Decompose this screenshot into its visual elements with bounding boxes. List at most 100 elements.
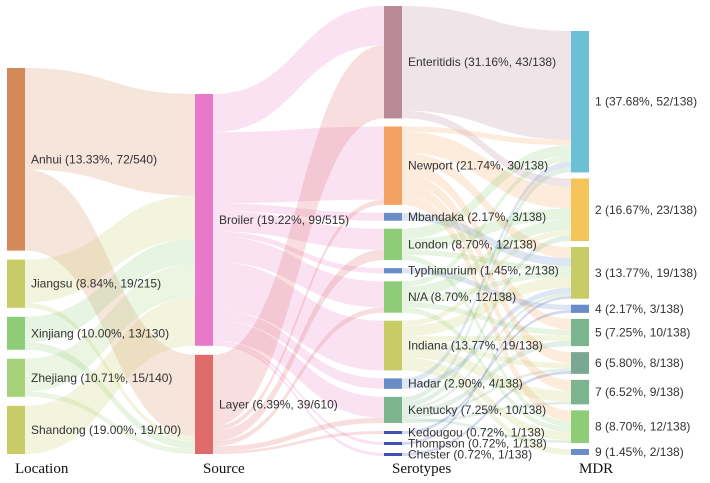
node-label-newport: Newport (21.74%, 30/138) — [408, 159, 548, 173]
node-anhui — [7, 68, 25, 251]
node-indiana — [384, 320, 402, 371]
link-zhejiang-broiler — [25, 264, 195, 392]
link-indiana-mdr8 — [402, 357, 571, 441]
links-layer — [25, 6, 571, 456]
link-enteritidis-mdr2 — [402, 110, 571, 187]
link-kentucky-mdr1 — [402, 167, 571, 403]
node-chester — [384, 453, 402, 456]
node-mdr8 — [571, 410, 589, 443]
node-kentucky — [384, 396, 402, 423]
column-labels: Location Source Serotypes MDR — [15, 461, 613, 477]
link-anhui-broiler — [25, 68, 195, 196]
node-label-mdr9: 9 (1.45%, 2/138) — [595, 445, 684, 459]
link-zhejiang-layer — [25, 391, 195, 454]
node-mdr2 — [571, 178, 589, 242]
nodes-layer — [7, 6, 589, 456]
node-label-mbandaka: Mbandaka (2.17%, 3/138) — [408, 210, 546, 224]
link-broiler-typhimurium — [213, 231, 384, 274]
node-mdr1 — [571, 31, 589, 173]
node-label-layer: Layer (6.39%, 39/610) — [219, 397, 338, 411]
link-kentucky-mdr7 — [402, 401, 571, 423]
node-label-jiangsu: Jiangsu (8.84%, 19/215) — [31, 277, 161, 291]
node-thompson — [384, 442, 402, 445]
node-mdr4 — [571, 304, 589, 313]
node-label-shandong: Shandong (19.00%, 19/100) — [31, 423, 181, 437]
link-shandong-broiler — [25, 297, 195, 454]
link-jiangsu-layer — [25, 302, 195, 442]
node-mbandaka — [384, 212, 402, 221]
link-kentucky-mdr3 — [402, 293, 571, 410]
link-na-mdr2 — [402, 219, 571, 298]
node-zhejiang — [7, 358, 25, 397]
link-layer-kentucky — [213, 417, 384, 452]
node-label-zhejiang: Zhejiang (10.71%, 15/140) — [31, 371, 172, 385]
link-broiler-enteritidis — [213, 6, 384, 133]
node-label-mdr8: 8 (8.70%, 12/138) — [595, 420, 690, 434]
node-label-typhimurium: Typhimurium (1.45%, 2/138) — [408, 264, 559, 278]
node-label-na: N/A (8.70%, 12/138) — [408, 290, 516, 304]
link-newport-mdr6 — [402, 173, 571, 363]
node-label-kentucky: Kentucky (7.25%, 10/138) — [408, 403, 546, 417]
link-broiler-london — [213, 211, 384, 250]
link-newport-mdr5 — [402, 163, 571, 330]
link-broiler-mbandaka — [213, 203, 384, 221]
node-mdr7 — [571, 379, 589, 405]
node-label-enteritidis: Enteritidis (31.16%, 43/138) — [408, 55, 556, 69]
node-label-mdr1: 1 (37.68%, 52/138) — [595, 95, 697, 109]
node-label-broiler: Broiler (19.22%, 99/515) — [219, 213, 349, 227]
column-label-mdr: MDR — [579, 461, 613, 477]
link-newport-mdr1 — [402, 126, 571, 146]
link-na-mdr5 — [402, 302, 571, 336]
node-newport — [384, 126, 402, 205]
link-chester-mdr6 — [402, 371, 571, 456]
link-indiana-mdr7 — [402, 346, 571, 402]
node-label-anhui: Anhui (13.33%, 72/540) — [31, 152, 157, 166]
node-broiler — [195, 94, 213, 346]
column-label-location: Location — [15, 461, 69, 477]
node-label-kedougou: Kedougou (0.72%, 1/138) — [408, 426, 545, 440]
link-typhimurium-mdr4 — [402, 268, 571, 311]
node-mdr9 — [571, 449, 589, 455]
link-broiler-thompson — [213, 340, 384, 445]
link-na-mdr8 — [402, 307, 571, 433]
link-layer-kedougou — [213, 431, 384, 454]
link-indiana-mdr9 — [402, 365, 571, 455]
link-indiana-mdr6 — [402, 341, 571, 369]
node-label-mdr7: 7 (6.52%, 9/138) — [595, 385, 684, 399]
node-shandong — [7, 405, 25, 454]
node-mdr6 — [571, 352, 589, 374]
link-kentucky-mdr2 — [402, 235, 571, 408]
link-broiler-na — [213, 236, 384, 308]
node-label-xinjiang: Xinjiang (10.00%, 13/130) — [31, 326, 169, 340]
link-layer-na — [213, 307, 384, 447]
link-indiana-mdr2 — [402, 230, 571, 326]
node-label-mdr2: 2 (16.67%, 23/138) — [595, 203, 697, 217]
node-label-mdr3: 3 (13.77%, 19/138) — [595, 266, 697, 280]
link-london-mdr8 — [402, 254, 571, 427]
node-label-mdr4: 4 (2.17%, 3/138) — [595, 302, 684, 316]
link-indiana-mdr5 — [402, 335, 571, 342]
link-jiangsu-broiler — [25, 195, 195, 303]
node-label-mdr5: 5 (7.25%, 10/138) — [595, 326, 690, 340]
link-hadar-mdr3 — [402, 287, 571, 389]
node-mdr5 — [571, 318, 589, 347]
labels-layer: Anhui (13.33%, 72/540) Jiangsu (8.84%, 19… — [31, 55, 697, 461]
node-kedougou — [384, 431, 402, 434]
link-mbandaka-mdr3 — [402, 212, 571, 267]
link-kedougou-mdr4 — [402, 310, 571, 434]
link-newport-mdr7 — [402, 183, 571, 391]
node-jiangsu — [7, 259, 25, 308]
link-hadar-mdr1 — [402, 161, 571, 384]
link-broiler-kentucky — [213, 320, 384, 418]
link-enteritidis-mdr1 — [402, 6, 571, 140]
node-na — [384, 281, 402, 313]
link-indiana-mdr3 — [402, 276, 571, 337]
node-label-hadar: Hadar (2.90%, 4/138) — [408, 377, 523, 391]
link-na-mdr3 — [402, 271, 571, 303]
node-xinjiang — [7, 316, 25, 350]
link-layer-london — [213, 249, 384, 442]
column-label-source: Source — [203, 461, 245, 477]
link-broiler-hadar — [213, 310, 384, 389]
node-enteritidis — [384, 6, 402, 119]
